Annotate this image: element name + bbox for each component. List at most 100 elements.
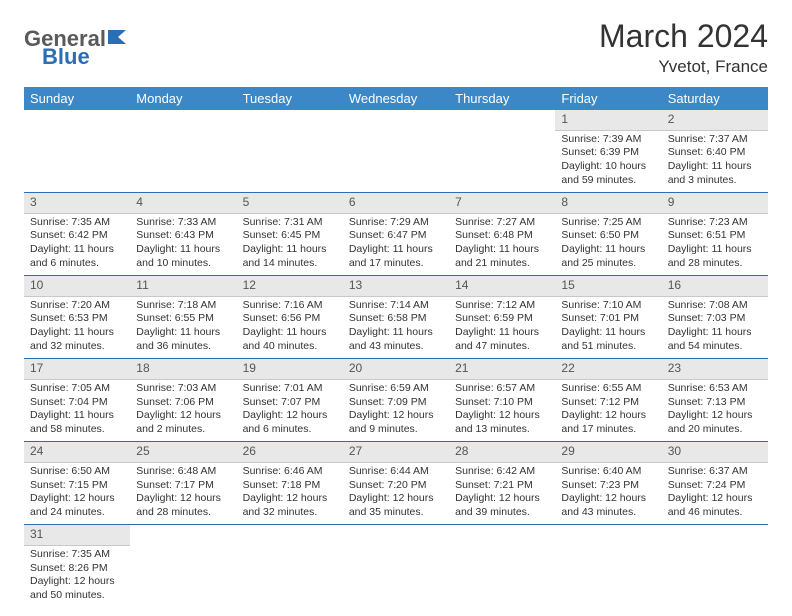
day-content — [130, 546, 236, 606]
day-cell: Sunrise: 7:33 AMSunset: 6:43 PMDaylight:… — [130, 214, 236, 276]
day-line: Sunset: 7:07 PM — [243, 396, 337, 410]
day-line: and 39 minutes. — [455, 506, 549, 520]
day-cell: Sunrise: 6:59 AMSunset: 7:09 PMDaylight:… — [343, 380, 449, 442]
day-cell: Sunrise: 7:35 AMSunset: 8:26 PMDaylight:… — [24, 546, 130, 616]
weekday-header: Tuesday — [237, 87, 343, 110]
day-cell: Sunrise: 7:12 AMSunset: 6:59 PMDaylight:… — [449, 297, 555, 359]
day-line: Sunset: 8:26 PM — [30, 562, 124, 576]
day-content — [343, 546, 449, 606]
weekday-header: Friday — [555, 87, 661, 110]
day-content: Sunrise: 6:48 AMSunset: 7:17 PMDaylight:… — [130, 463, 236, 524]
day-cell-header: 10 — [24, 276, 130, 297]
day-cell-header: 7 — [449, 193, 555, 214]
day-cell: Sunrise: 6:50 AMSunset: 7:15 PMDaylight:… — [24, 463, 130, 525]
day-number: 18 — [130, 359, 236, 380]
day-line: Daylight: 11 hours — [455, 243, 549, 257]
day-cell-header: 16 — [662, 276, 768, 297]
day-line: Sunset: 7:06 PM — [136, 396, 230, 410]
day-cell-header: 24 — [24, 442, 130, 463]
day-cell-header — [343, 110, 449, 131]
day-cell-header: 26 — [237, 442, 343, 463]
day-cell: Sunrise: 6:40 AMSunset: 7:23 PMDaylight:… — [555, 463, 661, 525]
day-cell-header: 11 — [130, 276, 236, 297]
day-number: 11 — [130, 276, 236, 297]
day-number: 16 — [662, 276, 768, 297]
day-line: Daylight: 12 hours — [349, 492, 443, 506]
day-cell — [449, 131, 555, 193]
day-content — [449, 131, 555, 191]
day-cell: Sunrise: 7:16 AMSunset: 6:56 PMDaylight:… — [237, 297, 343, 359]
day-cell-header: 30 — [662, 442, 768, 463]
day-cell-header: 28 — [449, 442, 555, 463]
day-number: 9 — [662, 193, 768, 214]
day-number: 24 — [24, 442, 130, 463]
day-line: Daylight: 11 hours — [561, 243, 655, 257]
calendar-head: SundayMondayTuesdayWednesdayThursdayFrid… — [24, 87, 768, 110]
day-line: Sunrise: 6:40 AM — [561, 465, 655, 479]
day-line: Daylight: 11 hours — [243, 243, 337, 257]
day-cell: Sunrise: 7:01 AMSunset: 7:07 PMDaylight:… — [237, 380, 343, 442]
day-content: Sunrise: 7:01 AMSunset: 7:07 PMDaylight:… — [237, 380, 343, 441]
day-line: Daylight: 11 hours — [455, 326, 549, 340]
day-number: 27 — [343, 442, 449, 463]
day-cell-header: 13 — [343, 276, 449, 297]
day-number: 29 — [555, 442, 661, 463]
day-number: 10 — [24, 276, 130, 297]
day-line: Sunset: 6:55 PM — [136, 312, 230, 326]
day-cell: Sunrise: 7:37 AMSunset: 6:40 PMDaylight:… — [662, 131, 768, 193]
day-line: Daylight: 12 hours — [243, 492, 337, 506]
day-content: Sunrise: 6:59 AMSunset: 7:09 PMDaylight:… — [343, 380, 449, 441]
day-line: and 36 minutes. — [136, 340, 230, 354]
day-line: Daylight: 12 hours — [136, 492, 230, 506]
day-line: Sunset: 7:15 PM — [30, 479, 124, 493]
day-number: 3 — [24, 193, 130, 214]
day-cell: Sunrise: 7:08 AMSunset: 7:03 PMDaylight:… — [662, 297, 768, 359]
day-cell: Sunrise: 6:57 AMSunset: 7:10 PMDaylight:… — [449, 380, 555, 442]
day-line: Sunrise: 7:35 AM — [30, 216, 124, 230]
day-cell — [130, 546, 236, 616]
day-content: Sunrise: 6:37 AMSunset: 7:24 PMDaylight:… — [662, 463, 768, 524]
day-line: Sunrise: 7:16 AM — [243, 299, 337, 313]
day-line: Daylight: 12 hours — [30, 575, 124, 589]
day-line: Daylight: 12 hours — [668, 492, 762, 506]
day-content: Sunrise: 6:55 AMSunset: 7:12 PMDaylight:… — [555, 380, 661, 441]
day-cell: Sunrise: 7:25 AMSunset: 6:50 PMDaylight:… — [555, 214, 661, 276]
day-line: and 28 minutes. — [668, 257, 762, 271]
day-cell-header: 4 — [130, 193, 236, 214]
day-number: 7 — [449, 193, 555, 214]
day-cell-header — [130, 525, 236, 546]
day-cell — [662, 546, 768, 616]
day-cell: Sunrise: 6:42 AMSunset: 7:21 PMDaylight:… — [449, 463, 555, 525]
day-content: Sunrise: 7:14 AMSunset: 6:58 PMDaylight:… — [343, 297, 449, 358]
day-line: and 6 minutes. — [30, 257, 124, 271]
day-line: and 51 minutes. — [561, 340, 655, 354]
day-content — [24, 131, 130, 191]
day-content — [555, 546, 661, 606]
day-cell-header — [24, 110, 130, 131]
day-line: Daylight: 11 hours — [30, 409, 124, 423]
day-content: Sunrise: 6:40 AMSunset: 7:23 PMDaylight:… — [555, 463, 661, 524]
weekday-header: Saturday — [662, 87, 768, 110]
day-cell-header — [449, 525, 555, 546]
day-line: Daylight: 11 hours — [668, 243, 762, 257]
day-line: Daylight: 11 hours — [668, 326, 762, 340]
day-line: Daylight: 11 hours — [243, 326, 337, 340]
day-line: Sunset: 7:17 PM — [136, 479, 230, 493]
day-cell: Sunrise: 7:14 AMSunset: 6:58 PMDaylight:… — [343, 297, 449, 359]
day-cell: Sunrise: 6:44 AMSunset: 7:20 PMDaylight:… — [343, 463, 449, 525]
day-number: 8 — [555, 193, 661, 214]
day-line: Sunrise: 7:05 AM — [30, 382, 124, 396]
day-line: Daylight: 12 hours — [349, 409, 443, 423]
day-content: Sunrise: 7:03 AMSunset: 7:06 PMDaylight:… — [130, 380, 236, 441]
day-cell-header: 6 — [343, 193, 449, 214]
day-line: Sunset: 6:53 PM — [30, 312, 124, 326]
day-content: Sunrise: 6:46 AMSunset: 7:18 PMDaylight:… — [237, 463, 343, 524]
day-line: Sunrise: 6:57 AM — [455, 382, 549, 396]
day-line: and 21 minutes. — [455, 257, 549, 271]
day-line: Sunset: 6:50 PM — [561, 229, 655, 243]
day-content: Sunrise: 7:29 AMSunset: 6:47 PMDaylight:… — [343, 214, 449, 275]
day-cell: Sunrise: 7:23 AMSunset: 6:51 PMDaylight:… — [662, 214, 768, 276]
day-number: 22 — [555, 359, 661, 380]
day-cell-header — [662, 525, 768, 546]
day-line: Sunset: 7:03 PM — [668, 312, 762, 326]
